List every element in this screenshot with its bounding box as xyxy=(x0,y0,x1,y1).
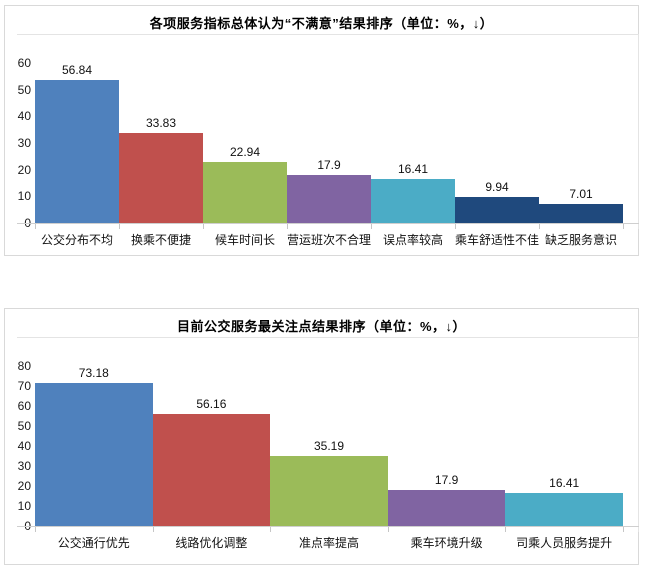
y-axis-label: 50 xyxy=(17,83,31,97)
category-label: 缺乏服务意识 xyxy=(544,233,617,247)
category-label: 乘车环境升级 xyxy=(410,536,483,550)
axis-tick xyxy=(287,224,288,229)
plot-frame-top xyxy=(17,34,639,35)
bar xyxy=(387,490,506,526)
plot-area: 010203040506056.8433.8322.9417.916.419.9… xyxy=(5,6,639,255)
bar-cell: 16.41 xyxy=(371,63,455,223)
bar-cell: 9.94 xyxy=(455,63,539,223)
bar-cell: 56.16 xyxy=(152,366,271,526)
bar-cell: 7.01 xyxy=(539,63,623,223)
y-axis-label: 10 xyxy=(17,189,31,203)
bar-cell: 22.94 xyxy=(203,63,287,223)
category-label: 误点率较高 xyxy=(382,233,443,247)
y-axis-label: 60 xyxy=(17,56,31,70)
axis-tick xyxy=(623,224,624,229)
category-label: 换乘不便捷 xyxy=(130,233,191,247)
bar xyxy=(455,196,539,223)
bar-value-label: 7.01 xyxy=(569,187,593,202)
bar-value-label: 17.9 xyxy=(434,473,459,488)
bars-container: 73.18 56.16 35.19 17.9 16.41 xyxy=(35,366,623,526)
axis-tick xyxy=(623,527,624,532)
bar xyxy=(35,80,119,223)
bar xyxy=(203,161,287,223)
axis-tick xyxy=(505,527,506,532)
bar-value-label: 16.41 xyxy=(549,476,580,491)
axis-tick xyxy=(153,527,154,532)
bar-cell: 16.41 xyxy=(505,366,623,526)
x-axis-line xyxy=(17,223,639,224)
bar-value-label: 22.94 xyxy=(229,144,261,159)
axis-tick xyxy=(539,224,540,229)
bar-value-label: 56.84 xyxy=(61,63,93,77)
bar-value-label: 9.94 xyxy=(485,179,509,194)
bar-value-label: 17.9 xyxy=(317,158,341,173)
bar xyxy=(371,179,455,223)
category-labels-row: 公交分布不均 换乘不便捷 候车时间长 营运班次不合理 误点率较高 乘车舒适性不佳 缺乏服务意… xyxy=(35,231,623,248)
bar-value-label: 16.41 xyxy=(397,162,429,177)
chart-title: 各项服务指标总体认为“不满意”结果排序（单位：%，↓） xyxy=(149,16,494,31)
axis-tick xyxy=(35,527,36,532)
axis-tick xyxy=(455,224,456,229)
plot-frame-right xyxy=(638,34,639,229)
category-label: 公交分布不均 xyxy=(40,233,113,247)
axis-tick xyxy=(270,527,271,532)
chart-panel-dissatisfaction-ranking: 各项服务指标总体认为“不满意”结果排序（单位：%，↓） 010203040506… xyxy=(4,5,639,256)
bar xyxy=(505,493,623,526)
bar-cell: 73.18 xyxy=(35,366,153,526)
y-axis-label: 30 xyxy=(17,459,31,473)
axis-tick xyxy=(119,224,120,229)
y-axis-label: 60 xyxy=(17,399,31,413)
bar-cell: 56.84 xyxy=(35,63,119,223)
bar xyxy=(35,383,153,526)
bar-cell: 35.19 xyxy=(270,366,388,526)
y-axis-label: 30 xyxy=(17,136,31,150)
y-axis-label: 20 xyxy=(17,479,31,493)
x-axis-line xyxy=(17,526,639,527)
bar xyxy=(287,175,371,223)
chart-title: 目前公交服务最关注点结果排序（单位：%，↓） xyxy=(176,319,467,334)
category-label: 营运班次不合理 xyxy=(287,233,372,247)
axis-tick xyxy=(203,224,204,229)
category-label: 乘车舒适性不佳 xyxy=(455,233,540,247)
y-axis-label: 50 xyxy=(17,419,31,433)
bar-value-label: 56.16 xyxy=(196,396,227,411)
category-label: 候车时间长 xyxy=(214,233,275,247)
category-label: 准点率提高 xyxy=(298,536,359,550)
y-axis-label: 70 xyxy=(17,379,31,393)
bar xyxy=(119,132,203,223)
axis-tick xyxy=(35,224,36,229)
bar-cell: 17.9 xyxy=(387,366,506,526)
plot-frame-right xyxy=(638,337,639,532)
y-axis-label: 40 xyxy=(17,439,31,453)
bar xyxy=(270,455,388,526)
plot-frame-top xyxy=(17,337,639,338)
bar-value-label: 35.19 xyxy=(313,438,344,453)
bar xyxy=(539,204,623,223)
bar-cell: 17.9 xyxy=(287,63,371,223)
bar-value-label: 33.83 xyxy=(145,115,177,130)
y-axis-label: 40 xyxy=(17,109,31,123)
category-label: 线路优化调整 xyxy=(175,536,248,550)
y-axis-label: 80 xyxy=(17,359,31,373)
category-label: 司乘人员服务提升 xyxy=(516,536,613,550)
bars-container: 56.84 33.83 22.94 17.9 16.41 9.94 7.01 xyxy=(35,63,623,223)
bar xyxy=(152,413,271,526)
bar-cell: 33.83 xyxy=(119,63,203,223)
axis-tick xyxy=(388,527,389,532)
axis-tick xyxy=(371,224,372,229)
chart-panel-focus-ranking: 目前公交服务最关注点结果排序（单位：%，↓） 01020304050607080… xyxy=(4,308,639,565)
y-axis-label: 10 xyxy=(17,499,31,513)
category-labels-row: 公交通行优先 线路优化调整 准点率提高 乘车环境升级 司乘人员服务提升 xyxy=(35,534,623,551)
bar-value-label: 73.18 xyxy=(78,366,109,380)
category-label: 公交通行优先 xyxy=(57,536,130,550)
plot-area: 0102030405060708073.1856.1635.1917.916.4… xyxy=(5,309,639,564)
y-axis-label: 20 xyxy=(17,163,31,177)
